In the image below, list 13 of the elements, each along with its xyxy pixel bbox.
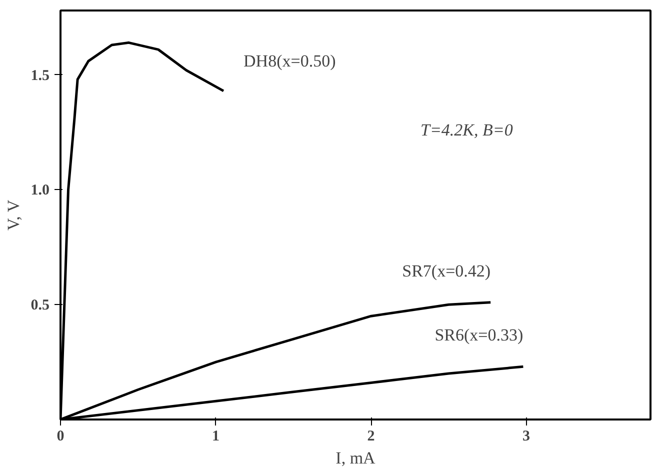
x-axis-title: I, mA [336,448,376,468]
x-tick-label: 2 [367,428,375,444]
y-tick-label: 1.0 [30,182,50,199]
y-tick-label: 0.5 [30,298,50,314]
y-axis-title: V, V [4,199,23,230]
x-tick-label: 3 [522,428,530,444]
series-label: DH8(x=0.50) [244,51,336,70]
y-tick-label: 1.5 [30,68,50,84]
series-label: SR6(x=0.33) [434,326,524,345]
x-tick-label: 0 [56,428,64,444]
annotation: T=4.2K, B=0 [420,120,514,140]
x-tick-label: 1 [212,428,220,444]
series-label: SR7(x=0.42) [402,261,491,280]
